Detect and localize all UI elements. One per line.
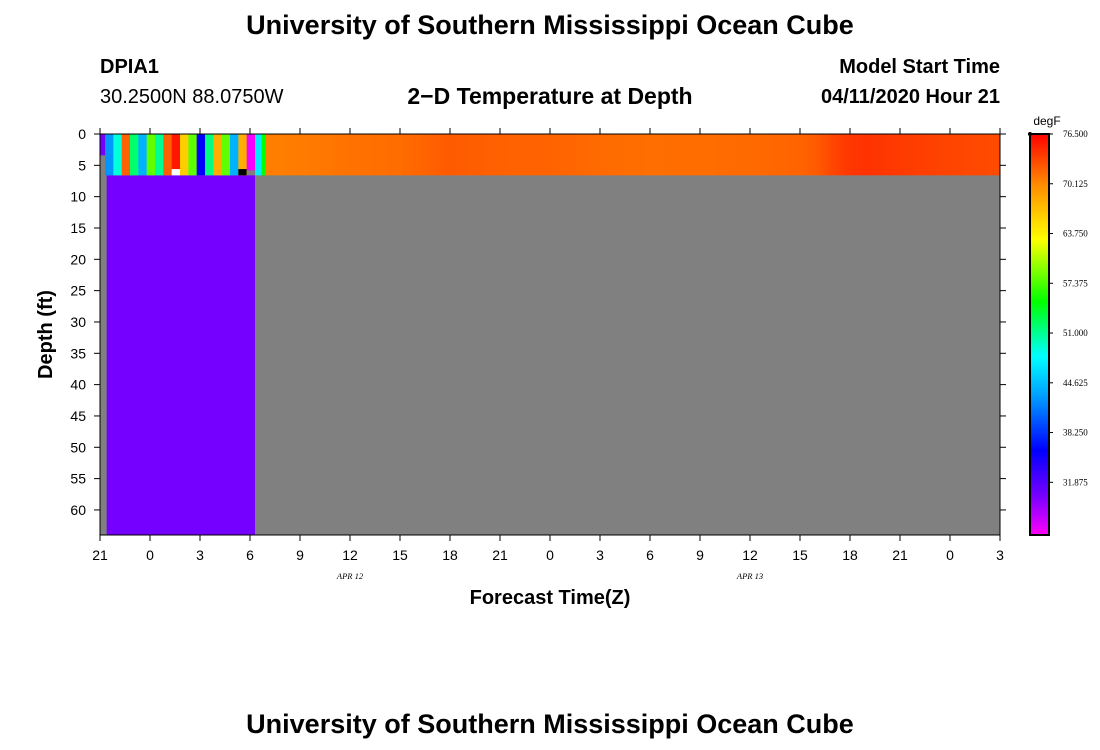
heatmap-cell [213, 134, 223, 176]
missing-value-marker [238, 169, 247, 176]
heatmap-cell [180, 134, 189, 176]
x-tick-label: 3 [596, 547, 604, 563]
colorbar-tick-label: 51.000 [1063, 328, 1088, 338]
x-tick-label: 3 [996, 547, 1004, 563]
colorbar-tick-label: 44.625 [1063, 378, 1088, 388]
y-tick-label: 10 [70, 189, 86, 205]
x-tick-label: 15 [392, 547, 408, 563]
heatmap-cell [105, 134, 114, 156]
colorbar-tick-label: 76.500 [1063, 129, 1088, 139]
heatmap-cell [246, 134, 256, 171]
heatmap-cell [130, 134, 139, 176]
x-tick-label: 6 [246, 547, 254, 563]
x-axis: 21 0 3 6 9 12 15 18 21 0 3 6 9 12 15 18 21 0 3 APR 12 APR 13… [92, 128, 1004, 609]
heatmap-cell [100, 134, 106, 156]
y-tick-label: 20 [70, 251, 86, 267]
surface-temperature-band [265, 134, 1000, 176]
heatmap-cell [230, 134, 239, 176]
model-start-label: Model Start Time [839, 56, 1000, 78]
x-date-label: APR 13 [736, 571, 763, 581]
x-tick-label: 18 [842, 547, 858, 563]
colorbar-tick-label: 31.875 [1063, 477, 1088, 487]
deep-water-column [106, 175, 256, 535]
x-tick-label: 9 [296, 547, 304, 563]
heatmap-cell [121, 134, 131, 176]
colorbar-ramp [1030, 134, 1049, 535]
heatmap-cell [138, 134, 148, 176]
station-coordinates: 30.2500N 88.0750W [100, 86, 284, 108]
x-tick-label: 3 [196, 547, 204, 563]
colorbar-unit-label: degF [1033, 114, 1060, 128]
heatmap-cell [171, 134, 181, 171]
heatmap-cell [205, 134, 214, 176]
plot-area [99, 133, 1001, 536]
y-tick-label: 25 [70, 283, 86, 299]
x-axis-label: Forecast Time(Z) [470, 587, 631, 609]
colorbar-corner-dot [1028, 132, 1032, 136]
x-tick-label: 0 [546, 547, 554, 563]
heatmap-cell [163, 134, 173, 176]
x-tick-label: 6 [646, 547, 654, 563]
station-id: DPIA1 [100, 56, 159, 78]
heatmap-cell [146, 134, 156, 176]
page-title: University of Southern Mississippi Ocean… [246, 10, 854, 40]
x-tick-label: 0 [146, 547, 154, 563]
heatmap-cell [188, 134, 198, 176]
colorbar-tick-label: 57.375 [1063, 278, 1088, 288]
y-tick-label: 5 [78, 157, 86, 173]
heatmap-cell [196, 134, 206, 176]
x-date-label: APR 12 [336, 571, 364, 581]
heatmap-cell [113, 134, 123, 176]
colorbar: 76.500 70.125 63.750 57.375 51.000 44.625 38.2… [1028, 114, 1088, 536]
colorbar-tick-label: 63.750 [1063, 229, 1088, 239]
x-tick-label: 9 [696, 547, 704, 563]
y-tick-label: 40 [70, 377, 86, 393]
x-tick-label: 21 [92, 547, 108, 563]
x-tick-label: 21 [892, 547, 908, 563]
y-axis-label: Depth (ft) [35, 290, 57, 379]
y-tick-label: 50 [70, 439, 86, 455]
model-start-value: 04/11/2020 Hour 21 [820, 86, 1000, 108]
footer-title: University of Southern Mississippi Ocean… [246, 709, 854, 739]
y-tick-label: 45 [70, 408, 86, 424]
y-tick-label: 60 [70, 502, 86, 518]
heatmap-cell [255, 134, 263, 176]
y-tick-label: 0 [78, 126, 86, 142]
x-tick-label: 0 [946, 547, 954, 563]
y-tick-label: 35 [70, 345, 86, 361]
heatmap-cell [105, 155, 114, 176]
x-tick-label: 12 [742, 547, 758, 563]
missing-value-marker [171, 169, 180, 176]
colorbar-tick-label: 38.250 [1063, 428, 1088, 438]
plot-title: 2−D Temperature at Depth [407, 83, 693, 109]
y-tick-label: 15 [70, 220, 86, 236]
x-tick-label: 21 [492, 547, 508, 563]
x-tick-label: 15 [792, 547, 808, 563]
heatmap-cell [221, 134, 231, 176]
heatmap-cell [155, 134, 164, 176]
x-tick-label: 18 [442, 547, 458, 563]
heatmap-cell [238, 134, 248, 176]
y-tick-label: 30 [70, 314, 86, 330]
y-axis: 0 5 10 15 20 25 30 35 40 45 50 55 60 Depth (ft) [35, 126, 1006, 518]
colorbar-tick-label: 70.125 [1063, 179, 1088, 189]
x-tick-label: 12 [342, 547, 358, 563]
y-tick-label: 55 [70, 471, 86, 487]
colorbar-frame [1029, 133, 1050, 536]
